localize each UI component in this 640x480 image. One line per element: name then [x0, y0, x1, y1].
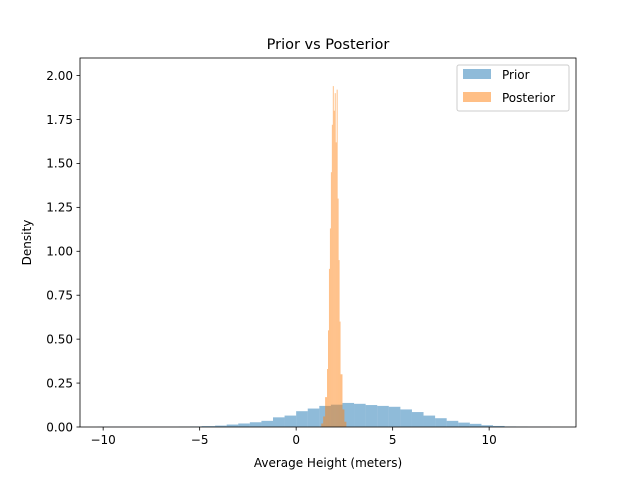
posterior-bar-11 [334, 93, 336, 427]
prior-bar-27 [411, 412, 424, 427]
posterior-bar-9 [332, 86, 334, 428]
y-tick-label: 0.25 [46, 376, 73, 390]
prior-bar-14 [261, 420, 273, 427]
prior-bar-12 [238, 423, 250, 427]
y-tick-label: 1.50 [46, 157, 73, 171]
x-axis-label: Average Height (meters) [254, 456, 402, 470]
y-tick-label: 1.75 [46, 113, 73, 127]
posterior-bar-3 [327, 369, 328, 427]
prior-bar-18 [307, 408, 320, 427]
posterior-bars [321, 86, 347, 428]
posterior-bar-17 [340, 374, 343, 427]
y-tick-label: 2.00 [46, 69, 73, 83]
prior-bar-22 [354, 403, 366, 427]
chart-title: Prior vs Posterior [267, 37, 390, 53]
legend-label-posterior: Posterior [502, 91, 555, 105]
posterior-bar-8 [331, 124, 333, 428]
y-tick-label: 0.50 [46, 332, 73, 346]
prior-bar-26 [400, 409, 412, 427]
y-tick-label: 0.00 [46, 420, 73, 434]
y-axis-label: Density [20, 220, 34, 266]
posterior-bar-5 [328, 268, 330, 427]
x-axis-ticks: −10 −5 0 5 10 [90, 427, 497, 447]
prior-bar-25 [388, 406, 401, 427]
y-tick-label: 1.00 [46, 245, 73, 259]
posterior-bar-6 [329, 228, 331, 427]
x-tick-label: 10 [482, 433, 497, 447]
prior-bar-21 [342, 402, 355, 427]
x-tick-label: 0 [292, 433, 300, 447]
y-tick-label: 0.75 [46, 289, 73, 303]
prior-bar-11 [226, 424, 239, 427]
prior-bar-34 [493, 425, 505, 427]
y-axis-ticks: 0.00 0.25 0.50 0.75 1.00 1.25 1.50 1.75 2.00 [46, 69, 80, 434]
prior-bar-9 [201, 426, 216, 427]
x-tick-label: −10 [90, 433, 115, 447]
prior-bar-28 [423, 415, 436, 427]
posterior-bar-13 [336, 89, 338, 427]
posterior-bar-0 [321, 423, 324, 427]
prior-bar-23 [365, 405, 378, 427]
x-tick-label: 5 [389, 433, 397, 447]
legend: Prior Posterior [456, 64, 570, 112]
posterior-bar-2 [325, 397, 328, 427]
posterior-bar-19 [344, 421, 347, 427]
posterior-bar-15 [338, 260, 340, 427]
x-tick-label: −5 [191, 433, 209, 447]
posterior-bar-4 [328, 330, 329, 427]
legend-swatch-prior [463, 69, 491, 79]
posterior-bar-18 [342, 409, 345, 427]
prior-bar-29 [435, 418, 447, 427]
legend-label-prior: Prior [502, 68, 530, 82]
prior-bar-13 [249, 422, 262, 427]
prior-bar-33 [481, 425, 494, 427]
posterior-bar-7 [330, 172, 332, 427]
prior-bar-30 [446, 420, 459, 427]
prior-bar-31 [458, 422, 470, 427]
prior-bar-24 [377, 405, 389, 427]
plot-frame [79, 57, 577, 428]
prior-bar-16 [284, 415, 297, 427]
posterior-bar-10 [333, 110, 335, 428]
posterior-bar-14 [337, 198, 339, 427]
prior-bar-32 [469, 423, 482, 427]
prior-bar-15 [273, 417, 285, 427]
legend-swatch-posterior [463, 92, 491, 102]
posterior-bar-12 [335, 142, 337, 427]
posterior-bar-1 [323, 416, 326, 427]
posterior-bar-16 [339, 321, 341, 427]
y-tick-label: 1.25 [46, 201, 73, 215]
prior-bar-17 [296, 411, 308, 427]
prior-bar-10 [215, 425, 227, 427]
